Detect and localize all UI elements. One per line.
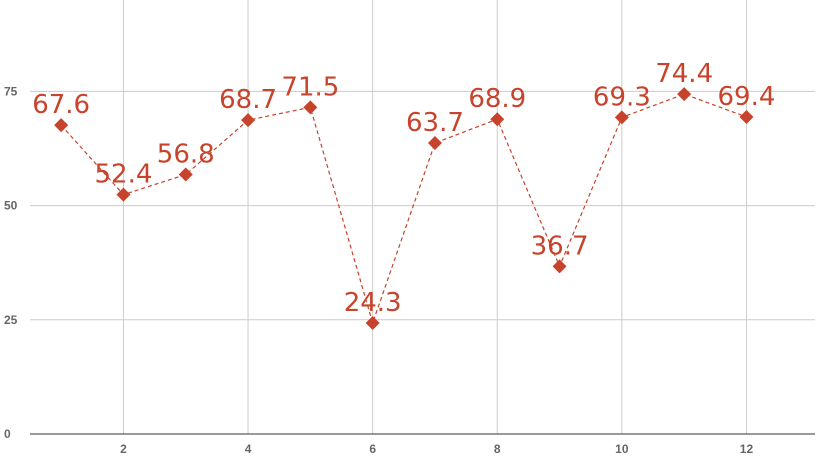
series-line xyxy=(60,93,747,325)
series-markers xyxy=(54,87,754,330)
data-point-marker xyxy=(739,109,754,124)
x-tick-label: 8 xyxy=(494,442,501,456)
data-label: 56.8 xyxy=(157,140,215,170)
y-tick-label: 25 xyxy=(4,313,18,327)
x-tick-label: 10 xyxy=(615,442,629,456)
y-tick-label: 50 xyxy=(4,199,18,213)
data-label: 69.4 xyxy=(718,82,776,112)
data-labels: 67.6 52.456.868.7 71.5 24.3 63.768.9 36.7 69.3… xyxy=(32,59,775,318)
x-tick-label: 2 xyxy=(120,442,127,456)
series-polyline xyxy=(60,93,747,325)
data-point-marker xyxy=(552,259,567,274)
data-point-marker xyxy=(116,187,131,202)
data-label: 36.7 xyxy=(531,231,589,261)
data-label: 68.9 xyxy=(468,84,526,114)
data-label: 63.7 xyxy=(406,108,464,138)
x-tick-label: 6 xyxy=(369,442,376,456)
data-point-marker xyxy=(54,118,69,133)
data-label: 52.4 xyxy=(95,160,153,190)
data-label: 67.6 xyxy=(32,90,90,120)
data-point-marker xyxy=(614,110,629,125)
data-point-marker xyxy=(365,315,380,330)
data-point-marker xyxy=(427,135,442,150)
data-label: 74.4 xyxy=(655,59,713,89)
data-label: 24.3 xyxy=(344,288,402,318)
data-point-marker xyxy=(303,100,318,115)
data-point-marker xyxy=(677,87,692,102)
y-tick-label: 75 xyxy=(4,84,18,98)
data-label: 69.3 xyxy=(593,82,651,112)
data-point-marker xyxy=(490,112,505,127)
y-tick-label: 0 xyxy=(4,427,11,441)
x-tick-label: 12 xyxy=(740,442,754,456)
data-label: 68.7 xyxy=(219,85,277,115)
data-point-marker xyxy=(241,113,256,128)
data-label: 71.5 xyxy=(281,72,339,102)
x-tick-label: 4 xyxy=(245,442,252,456)
axes: 0 25 50 75 2 4 6 8 10 12 xyxy=(4,84,815,456)
data-point-marker xyxy=(178,167,193,182)
gridlines xyxy=(30,0,815,434)
